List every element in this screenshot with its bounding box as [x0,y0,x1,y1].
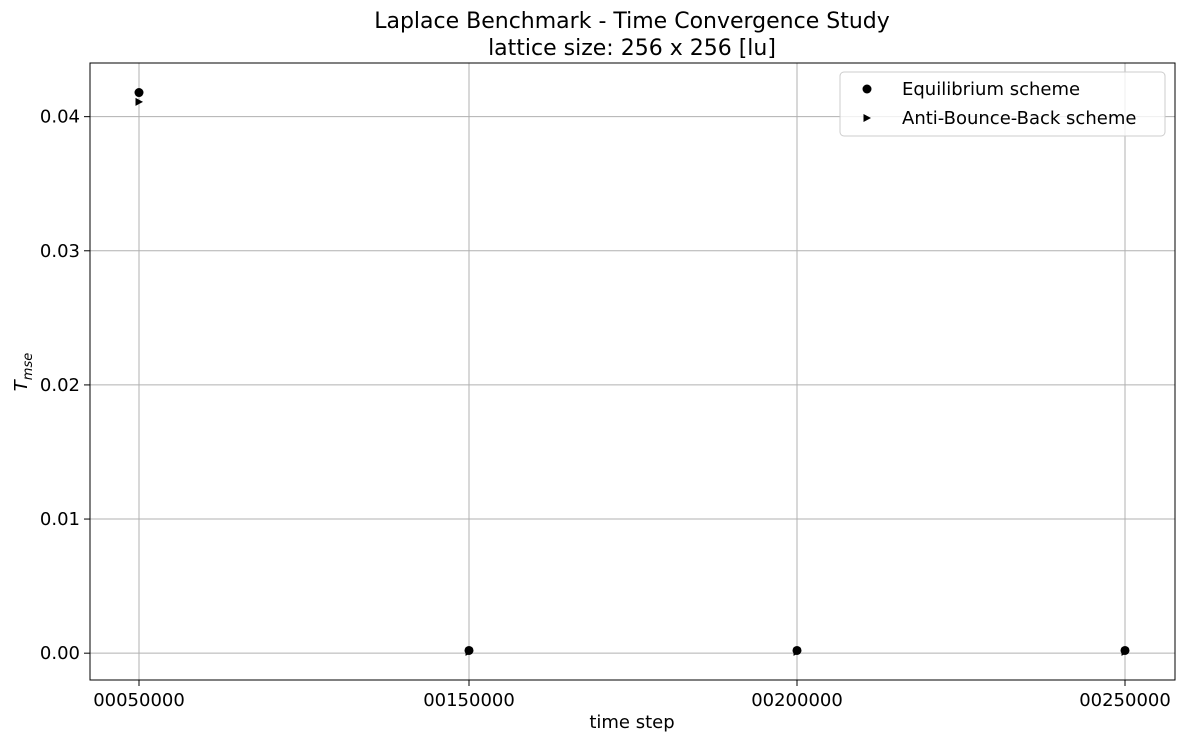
y-axis-label-main: T [11,378,32,391]
legend-marker-anti-bounce-back [863,114,871,122]
anti-bounce-back-point [1121,647,1129,656]
legend-label-anti-bounce-back: Anti-Bounce-Back scheme [902,108,1136,129]
legend-box [839,71,1166,137]
equilibrium-point [134,88,144,98]
y-axis-ticks: 0.00 0.01 0.02 0.03 0.04 [40,107,90,664]
anti-bounce-back-point [465,647,473,656]
x-tick-label: 00150000 [423,690,515,711]
chart-subtitle: lattice size: 256 x 256 [lu] [488,36,776,61]
x-tick-label: 00250000 [1079,690,1171,711]
legend-label-equilibrium: Equilibrium scheme [902,79,1080,100]
anti-bounce-back-point [793,647,801,656]
plot-frame [89,62,1176,681]
y-tick-label: 0.02 [40,375,80,396]
x-axis-label: time step [589,712,674,733]
y-tick-label: 0.00 [40,643,80,664]
y-axis-label: Tmse [11,353,36,391]
anti-bounce-back-point [135,97,143,106]
y-tick-label: 0.04 [40,107,80,128]
legend: Equilibrium scheme Anti-Bounce-Back schem… [839,71,1166,137]
x-tick-label: 00200000 [751,690,843,711]
y-tick-label: 0.01 [40,509,80,530]
x-tick-label: 00050000 [93,690,185,711]
data-points [134,88,1130,656]
legend-marker-equilibrium [862,84,872,94]
y-axis-label-subscript: mse [21,353,36,380]
chart-title: Laplace Benchmark - Time Convergence Stu… [374,9,890,34]
x-axis-ticks: 00050000 00150000 00200000 00250000 [93,680,1171,711]
y-tick-label: 0.03 [40,241,80,262]
